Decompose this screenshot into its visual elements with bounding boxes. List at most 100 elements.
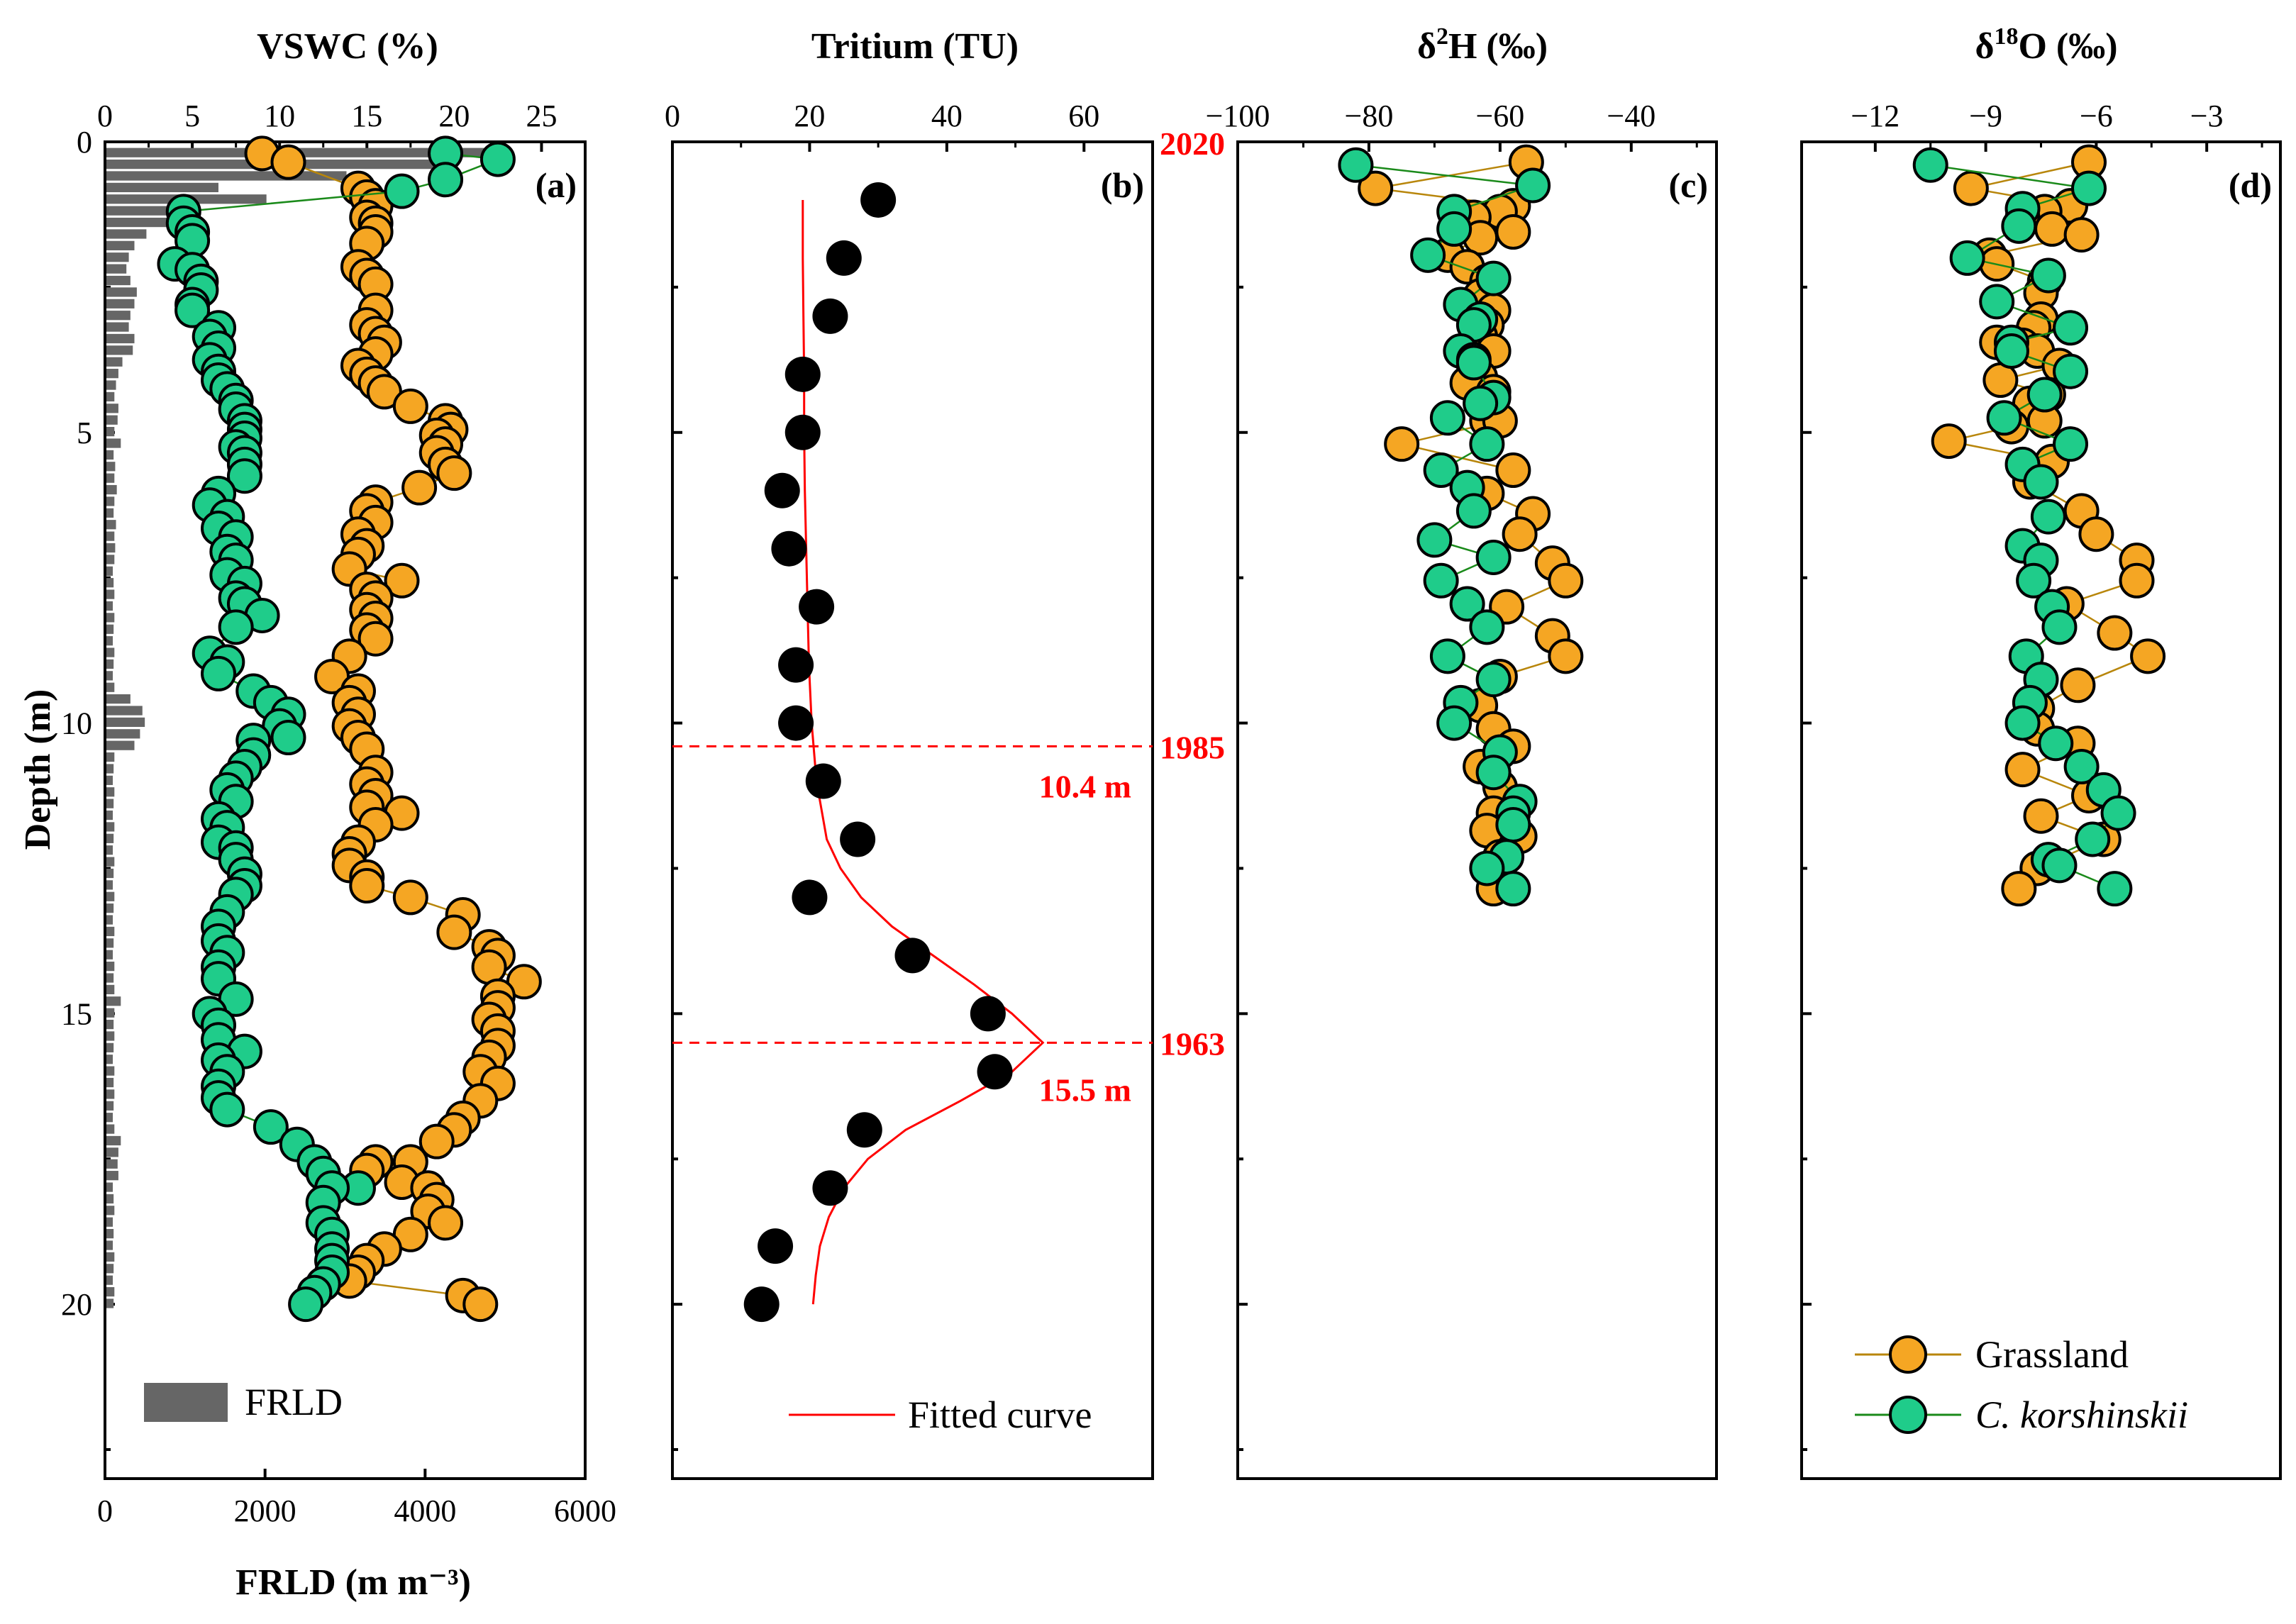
point-c-shrub-16 bbox=[1423, 452, 1459, 489]
y-tick-label-3: 15 bbox=[61, 996, 92, 1031]
frld-bar-47 bbox=[106, 694, 131, 704]
point-d-grassland-36 bbox=[2004, 752, 2041, 788]
frld-bar-69 bbox=[106, 950, 113, 960]
marker-year-1: 1963 bbox=[1160, 1025, 1225, 1062]
plot-frame-c bbox=[1236, 140, 1718, 1480]
panel-d-title-sup: 18 bbox=[1994, 23, 2018, 50]
point-c-shrub-5 bbox=[1475, 260, 1512, 296]
panel-label-c: (c) bbox=[1669, 165, 1709, 205]
point-c-shrub-11 bbox=[1455, 345, 1492, 381]
point-c-shrub-21 bbox=[1423, 562, 1459, 599]
tritium-point-18 bbox=[758, 1228, 794, 1264]
frld-bar-38 bbox=[106, 589, 115, 599]
frld-bar-50 bbox=[106, 729, 140, 739]
x-tick-label-a-4: 20 bbox=[438, 99, 470, 133]
frld-bar-40 bbox=[106, 613, 115, 623]
x-tick-label-d-0: −12 bbox=[1851, 99, 1900, 133]
frld-bar-81 bbox=[106, 1089, 115, 1099]
x-tick-label-c-3: −40 bbox=[1607, 99, 1656, 133]
point-a-grassland-37 bbox=[384, 562, 420, 599]
point-d-grassland-41 bbox=[2001, 871, 2037, 907]
frld-bar-97 bbox=[106, 1275, 113, 1285]
x-tick-label-a-5: 25 bbox=[526, 99, 557, 133]
point-c-shrub-13 bbox=[1463, 385, 1499, 421]
frld-bar-11 bbox=[106, 275, 131, 286]
x-tick-label-c-2: −60 bbox=[1475, 99, 1524, 133]
point-d-grassland-26 bbox=[2078, 516, 2114, 552]
frld-bar-19 bbox=[106, 369, 118, 379]
tritium-point-3 bbox=[784, 356, 821, 392]
frld-bar-74 bbox=[106, 1008, 115, 1018]
frld-bar-66 bbox=[106, 915, 113, 925]
frld-bar-42 bbox=[106, 636, 113, 646]
x-tick-label-b-2: 40 bbox=[931, 99, 963, 133]
point-d-shrub-4 bbox=[1949, 240, 1985, 276]
point-a-grassland-81 bbox=[418, 1123, 455, 1159]
point-a-shrub-95 bbox=[288, 1286, 324, 1323]
frld-bar-91 bbox=[106, 1206, 115, 1216]
frld-bar-14 bbox=[106, 311, 131, 321]
frld-bar-90 bbox=[106, 1194, 114, 1204]
panel-b-title: Tritium (TU) bbox=[811, 26, 1019, 67]
plot-frame-b bbox=[671, 140, 1154, 1480]
frld-legend-label: FRLD bbox=[245, 1381, 343, 1423]
frld-bar-63 bbox=[106, 880, 113, 890]
frld-bar-16 bbox=[106, 333, 135, 344]
tritium-point-16 bbox=[846, 1112, 882, 1148]
tritium-point-17 bbox=[812, 1170, 848, 1206]
point-a-shrub-29 bbox=[226, 458, 262, 494]
frld-bar-15 bbox=[106, 322, 129, 332]
frld-bar-56 bbox=[106, 799, 114, 808]
point-d-shrub-32 bbox=[2041, 847, 2078, 884]
frld-bar-20 bbox=[106, 380, 116, 390]
frld-bar-29 bbox=[106, 484, 117, 495]
frld-bar-28 bbox=[106, 473, 115, 483]
point-c-shrub-27 bbox=[1436, 705, 1473, 741]
y-tick-label-1: 5 bbox=[77, 416, 92, 450]
marker-depth-0: 10.4 m bbox=[1039, 768, 1131, 804]
frld-bar-60 bbox=[106, 845, 113, 855]
point-c-shrub-19 bbox=[1416, 522, 1453, 558]
point-a-shrub-42 bbox=[218, 609, 254, 645]
tritium-point-9 bbox=[778, 705, 814, 741]
point-a-grassland-1 bbox=[270, 144, 306, 180]
frld-bar-92 bbox=[106, 1217, 113, 1227]
panel-label-b: (b) bbox=[1101, 165, 1144, 205]
x-tick-label-c-1: −80 bbox=[1345, 99, 1394, 133]
point-d-shrub-13 bbox=[2053, 426, 2089, 462]
frld-bar-17 bbox=[106, 345, 133, 355]
frld-bar-2 bbox=[106, 171, 347, 181]
frld-bar-58 bbox=[106, 822, 115, 832]
point-a-grassland-21 bbox=[392, 388, 428, 424]
point-c-shrub-32 bbox=[1495, 806, 1531, 842]
frld-bar-36 bbox=[106, 566, 113, 576]
point-c-grassland-26 bbox=[1502, 516, 1538, 552]
frld-legend-swatch bbox=[144, 1383, 228, 1422]
point-d-shrub-15 bbox=[2023, 464, 2059, 500]
frld-bar-52 bbox=[106, 752, 115, 762]
point-c-shrub-0 bbox=[1338, 147, 1374, 183]
tritium-point-2 bbox=[812, 298, 848, 334]
x-tick-label-a-2: 10 bbox=[264, 99, 295, 133]
x-tick-label-a-3: 15 bbox=[351, 99, 382, 133]
x-tick-label-c-0: −100 bbox=[1206, 99, 1270, 133]
frld-bar-84 bbox=[106, 1124, 115, 1134]
tritium-point-0 bbox=[860, 182, 897, 218]
frld-bar-73 bbox=[106, 996, 121, 1006]
frld-bar-33 bbox=[106, 531, 115, 541]
frld-bar-3 bbox=[106, 182, 218, 193]
frld-bar-24 bbox=[106, 426, 115, 437]
point-d-shrub-9 bbox=[1993, 333, 2029, 369]
frld-bar-53 bbox=[106, 764, 114, 774]
marker-year-0: 1985 bbox=[1160, 729, 1225, 765]
frld-bar-26 bbox=[106, 450, 114, 460]
frld-bar-43 bbox=[106, 647, 115, 657]
point-c-shrub-15 bbox=[1469, 426, 1505, 462]
point-d-shrub-16 bbox=[2030, 499, 2066, 535]
point-a-grassland-29 bbox=[401, 469, 438, 506]
point-c-grassland-5 bbox=[1495, 214, 1531, 250]
legend-marker-1 bbox=[1889, 1396, 1927, 1434]
frld-tick-label-3: 6000 bbox=[554, 1494, 616, 1528]
frld-bar-70 bbox=[106, 961, 115, 972]
